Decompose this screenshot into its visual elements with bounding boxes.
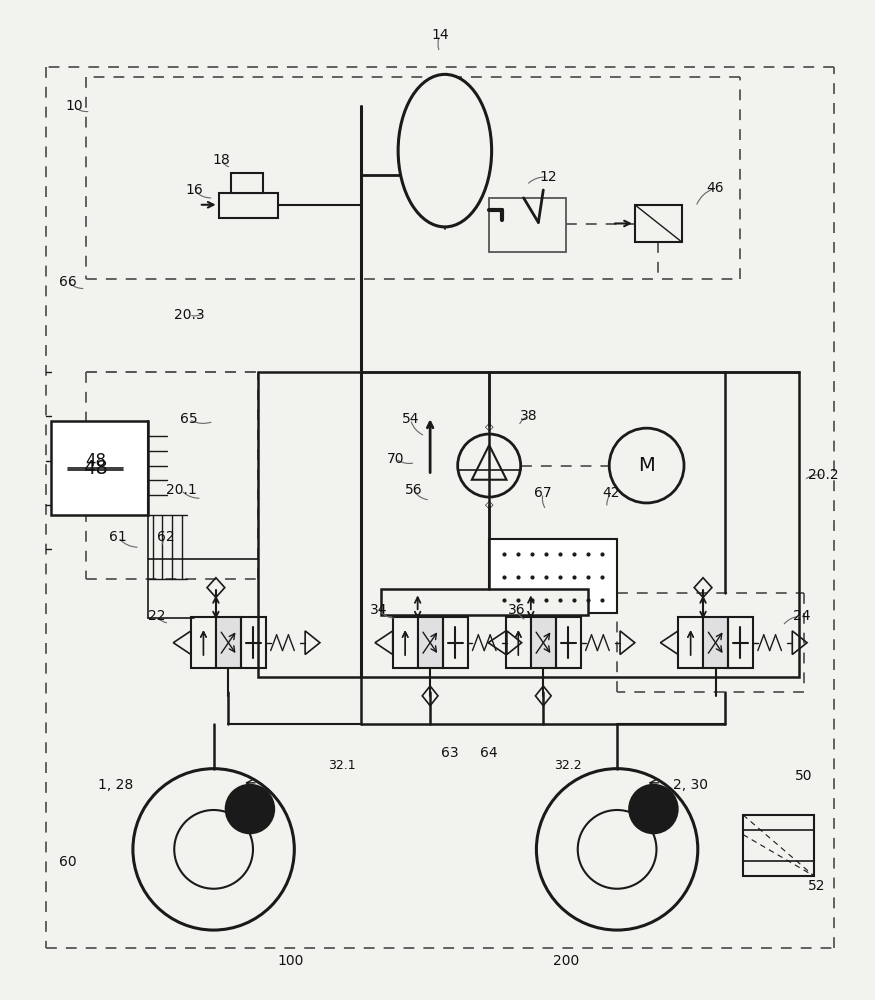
Text: 18: 18 [213,153,230,167]
Bar [556,617,581,668]
Text: 50: 50 [795,769,813,783]
Text: 20.3: 20.3 [174,308,205,322]
Text: 63: 63 [441,746,458,760]
Bar [489,539,617,613]
Circle shape [629,785,677,833]
Text: 56: 56 [404,483,423,497]
Text: 60: 60 [60,855,77,869]
Bar [52,421,148,515]
Bar [216,617,241,668]
Bar [241,617,266,668]
Text: 32.2: 32.2 [554,759,582,772]
Text: 32.1: 32.1 [328,759,355,772]
Text: 62: 62 [157,530,174,544]
Text: 70: 70 [387,452,404,466]
Text: 36: 36 [507,603,526,617]
Text: ◇: ◇ [485,421,493,431]
Bar [506,617,531,668]
Text: 42: 42 [603,486,620,500]
Bar [191,617,216,668]
Text: 52: 52 [808,879,826,893]
Text: 48: 48 [85,452,106,470]
Text: 2, 30: 2, 30 [674,778,709,792]
Text: 20.1: 20.1 [165,483,197,497]
Text: 46: 46 [707,181,724,195]
Bar [219,193,277,218]
Text: 64: 64 [480,746,498,760]
Text: 65: 65 [180,412,198,426]
Bar [393,617,417,668]
Bar [531,617,556,668]
Text: 14: 14 [431,28,449,42]
Circle shape [226,785,274,833]
Bar [703,617,728,668]
Text: 200: 200 [553,954,579,968]
Text: 34: 34 [370,603,388,617]
Bar [443,617,467,668]
Text: 67: 67 [535,486,552,500]
Text: 10: 10 [65,99,82,113]
Text: M: M [638,456,655,475]
Text: 22: 22 [148,609,165,623]
Text: 38: 38 [520,409,537,423]
Bar [258,372,799,677]
Bar [678,617,703,668]
Text: 1, 28: 1, 28 [98,778,133,792]
Text: 48: 48 [83,459,108,478]
Text: 12: 12 [539,170,557,184]
Bar [728,617,752,668]
Text: 20.2: 20.2 [808,468,839,482]
Ellipse shape [398,74,492,227]
Text: ◇: ◇ [485,500,493,510]
Text: 66: 66 [60,275,77,289]
Bar [489,198,566,252]
Bar [743,815,814,876]
Text: 61: 61 [109,530,127,544]
Text: 24: 24 [794,609,811,623]
Bar [381,589,588,615]
Bar [231,173,262,193]
Bar [417,617,443,668]
Text: 16: 16 [185,183,203,197]
Text: 100: 100 [277,954,304,968]
Text: 54: 54 [402,412,419,426]
Bar [635,205,682,242]
